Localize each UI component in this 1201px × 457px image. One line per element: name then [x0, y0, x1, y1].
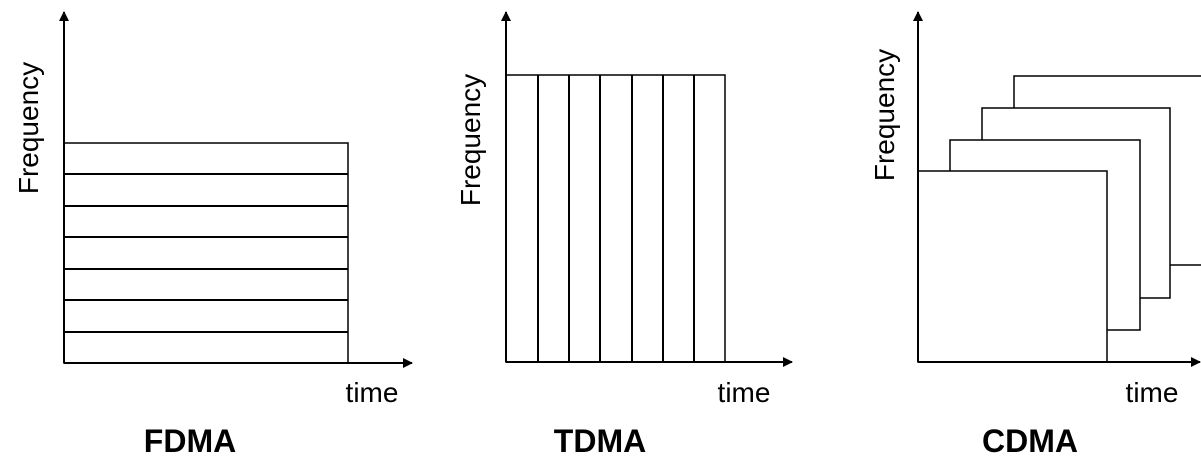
- y-label: Frequency: [455, 74, 486, 206]
- band-lines: [64, 173, 348, 333]
- fdma-panel: Frequency time FDMA: [13, 11, 413, 457]
- panel-title: CDMA: [982, 423, 1078, 457]
- panel-title: TDMA: [554, 423, 646, 457]
- y-label: Frequency: [13, 62, 44, 194]
- x-label: time: [346, 377, 399, 408]
- x-label: time: [1126, 377, 1179, 408]
- y-label: Frequency: [869, 49, 900, 181]
- code-block: [917, 170, 1108, 363]
- band-block: [63, 142, 349, 364]
- x-label: time: [718, 377, 771, 408]
- cdma-panel: Frequency time CDMA: [869, 11, 1201, 457]
- tdma-panel: Frequency time TDMA: [455, 11, 793, 457]
- slot-lines: [537, 75, 695, 362]
- panel-title: FDMA: [144, 423, 236, 457]
